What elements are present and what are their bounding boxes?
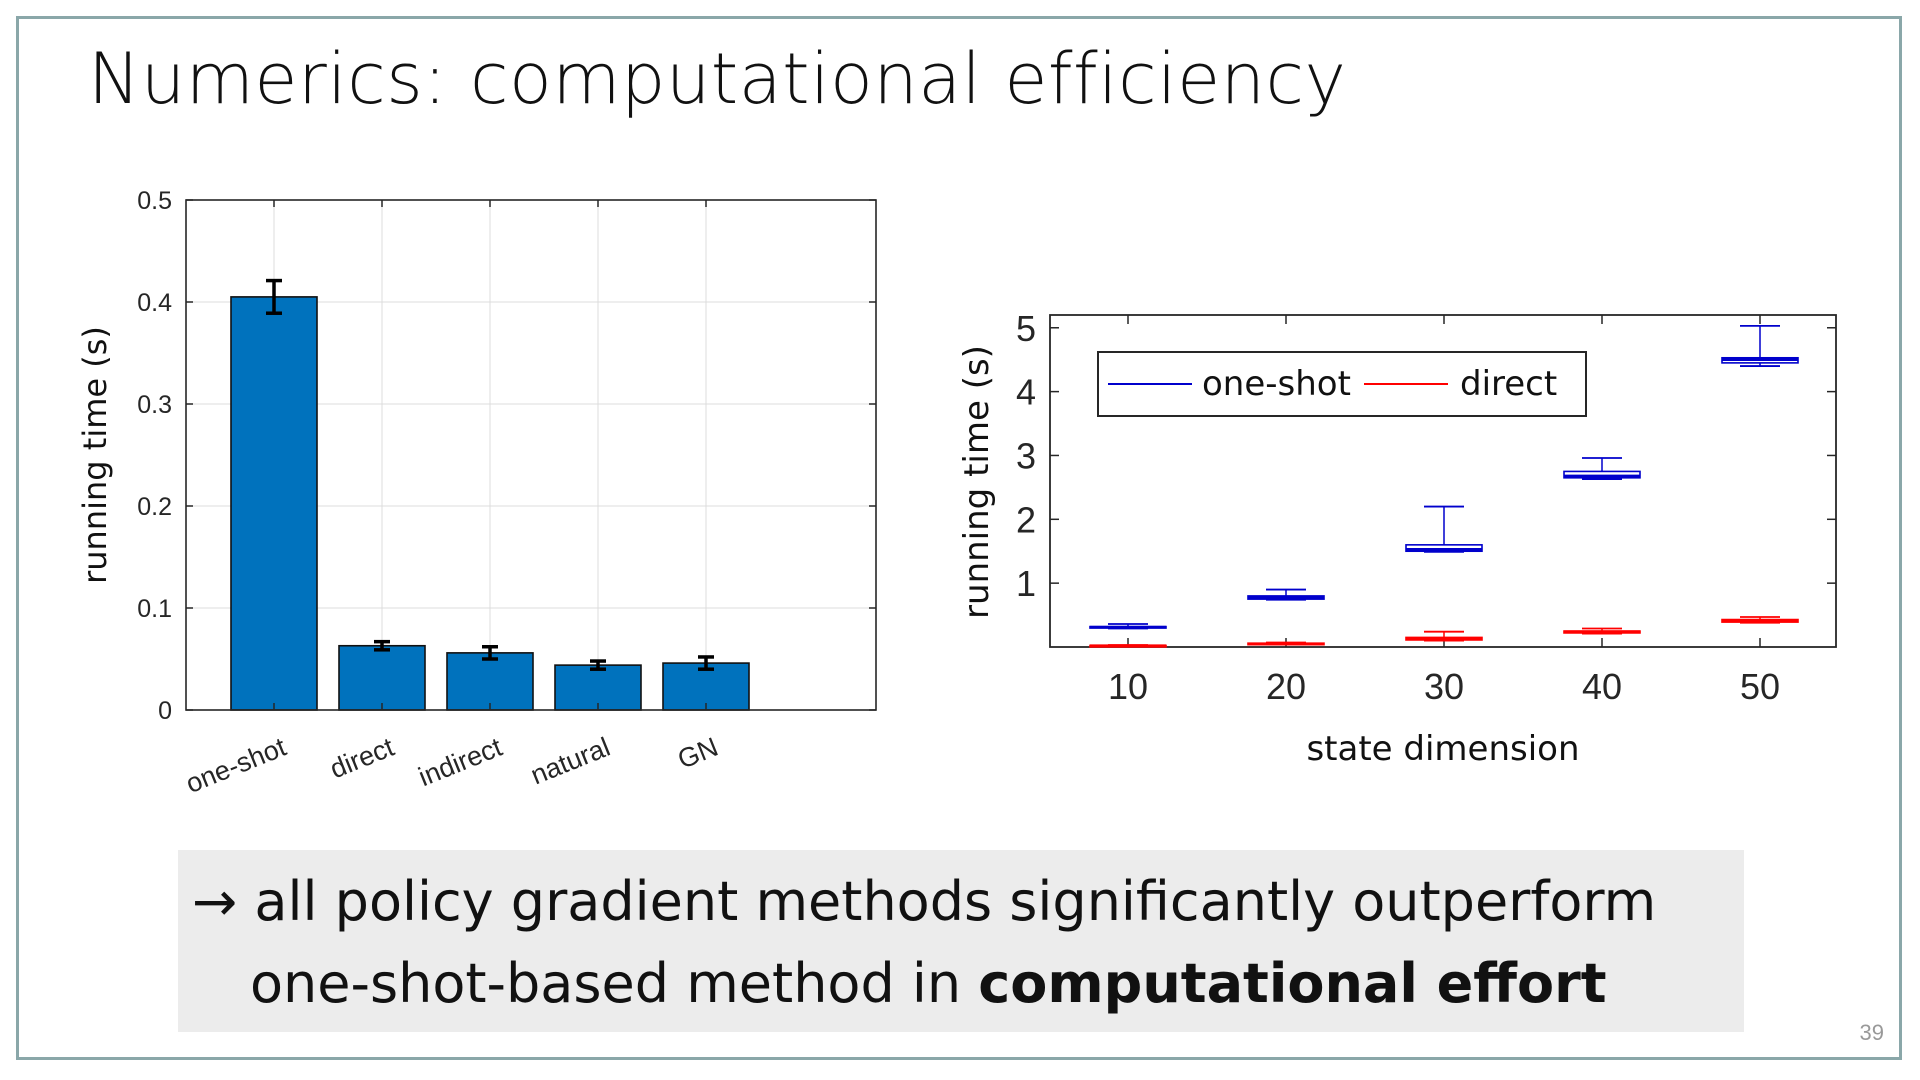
bar-chart-y-ticks: 0 0.1 0.2 0.3 0.4 0.5	[137, 187, 876, 725]
bar-chart-y-tick-label: 0.2	[137, 493, 172, 521]
bar-chart-x-tick-label: natural	[526, 732, 614, 791]
conclusion-callout: → all policy gradient methods significan…	[178, 850, 1744, 1032]
bar-chart: 0 0.1 0.2 0.3 0.4 0.5 one-shot direct indirect n…	[76, 187, 877, 799]
conclusion-line-2-text: one-shot-based method in	[250, 952, 979, 1015]
conclusion-emphasis: computational effort	[978, 952, 1607, 1015]
bar-chart-y-tick-label: 0.3	[137, 391, 172, 419]
bar-chart-x-tick-label: indirect	[414, 732, 506, 793]
box-plot-x-tick-label: 10	[1108, 666, 1148, 707]
box-plot-chart: 1 2 3 4 5 10 20 30 40 50 one-shot direct state di…	[957, 308, 1837, 769]
conclusion-line-2: one-shot-based method in computational e…	[250, 952, 1607, 1015]
box-plot-y-tick-label: 2	[1016, 499, 1036, 540]
box-plot-x-label: state dimension	[1306, 729, 1579, 769]
legend-label-direct: direct	[1460, 364, 1557, 404]
bar-chart-y-tick-label: 0	[158, 697, 172, 725]
box-one-shot-50	[1721, 324, 1799, 367]
bar-chart-bars	[230, 296, 750, 711]
bar-chart-axes-box	[185, 199, 877, 711]
box-plot-y-label: running time (s)	[957, 345, 997, 619]
box-plot-boxes	[1089, 324, 1799, 648]
box-direct-20	[1247, 641, 1325, 646]
bar-chart-y-tick-label: 0.5	[137, 187, 172, 215]
bar-indirect	[446, 652, 534, 711]
bar-chart-y-tick-label: 0.4	[137, 289, 172, 317]
box-direct-30	[1405, 630, 1483, 642]
box-plot-x-tick-label: 50	[1740, 666, 1780, 707]
bar-chart-y-label: running time (s)	[76, 326, 114, 584]
box-plot-x-tick-label: 20	[1266, 666, 1306, 707]
bar-chart-x-tick-label: one-shot	[182, 732, 291, 799]
page-number: 39	[1859, 1020, 1884, 1045]
bar-chart-x-tick-label: GN	[673, 732, 722, 775]
bar-direct	[338, 644, 426, 711]
slide-title: Numerics: computational efficiency	[88, 38, 1347, 120]
box-plot-ticks: 1 2 3 4 5 10 20 30 40 50	[1016, 308, 1836, 707]
box-plot-x-tick-label: 40	[1582, 666, 1622, 707]
bar-chart-y-tick-label: 0.1	[137, 595, 172, 623]
box-direct-40	[1563, 627, 1641, 635]
bar-natural	[554, 664, 642, 711]
box-plot-y-tick-label: 3	[1016, 435, 1036, 476]
box-plot-legend: one-shot direct	[1097, 351, 1587, 417]
legend-label-one-shot: one-shot	[1202, 364, 1351, 404]
conclusion-line-1: → all policy gradient methods significan…	[192, 870, 1657, 933]
box-plot-y-tick-label: 4	[1016, 372, 1036, 413]
box-one-shot-20	[1247, 588, 1325, 601]
bar-chart-error-bars	[266, 278, 714, 671]
box-plot-x-tick-label: 30	[1424, 666, 1464, 707]
box-plot-y-tick-label: 5	[1016, 308, 1036, 349]
box-plot-y-tick-label: 1	[1016, 563, 1036, 604]
box-one-shot-30	[1405, 505, 1483, 553]
box-one-shot-40	[1563, 457, 1641, 480]
box-one-shot-10	[1089, 623, 1167, 630]
slide-frame	[16, 16, 1902, 1060]
box-direct-10	[1089, 644, 1167, 648]
bar-one-shot	[230, 296, 318, 711]
bar-chart-x-tick-label: direct	[326, 732, 399, 785]
box-direct-50	[1721, 616, 1799, 624]
